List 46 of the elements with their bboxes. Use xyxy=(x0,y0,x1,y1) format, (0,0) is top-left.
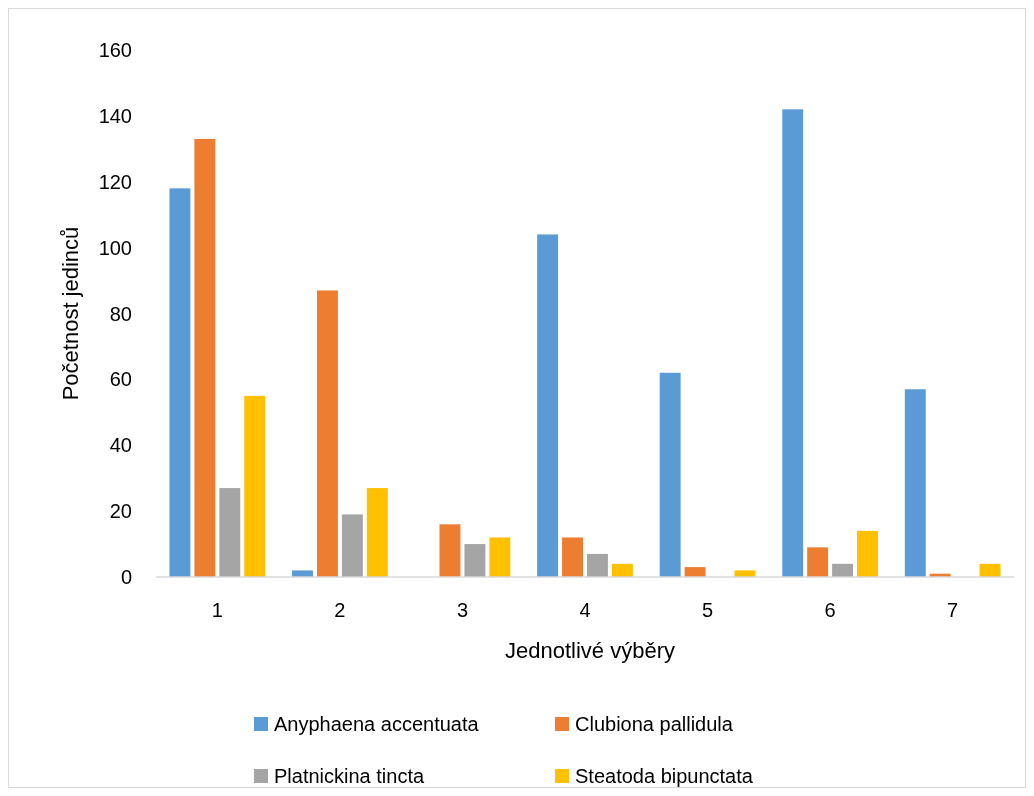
bar xyxy=(904,389,926,577)
y-tick-label: 40 xyxy=(109,434,132,457)
legend-label: Clubiona pallidula xyxy=(575,713,734,735)
x-tick-label: 4 xyxy=(579,599,591,621)
bar xyxy=(659,372,681,577)
legend-label: Anyphaena accentuata xyxy=(274,713,480,735)
bar xyxy=(857,530,878,577)
bar xyxy=(611,563,633,577)
x-tick-label: 3 xyxy=(456,599,469,621)
y-tick-label: 100 xyxy=(98,236,132,259)
bar xyxy=(244,395,266,577)
x-tick-label: 1 xyxy=(211,599,223,621)
bar xyxy=(292,570,313,577)
bar xyxy=(341,514,363,577)
x-tick-label: 5 xyxy=(701,599,714,621)
bar xyxy=(489,537,511,577)
bar xyxy=(194,138,216,577)
x-tick-label: 7 xyxy=(947,599,959,621)
x-tick-label: 2 xyxy=(334,599,346,621)
legend-label: Platnickina tincta xyxy=(274,765,425,787)
bar xyxy=(366,488,388,577)
y-tick-label: 60 xyxy=(109,368,132,391)
bar xyxy=(562,537,583,577)
bar xyxy=(169,188,191,577)
bar xyxy=(807,547,829,577)
x-axis-title: Jednotlivé výběry xyxy=(505,637,675,663)
bar xyxy=(782,109,804,577)
bar xyxy=(537,234,559,577)
y-tick-label: 160 xyxy=(98,39,132,61)
bar xyxy=(316,290,338,577)
bar xyxy=(734,570,756,577)
y-tick-label: 0 xyxy=(120,566,132,588)
x-tick-label: 6 xyxy=(824,599,836,621)
bar xyxy=(979,563,1001,577)
y-tick-label: 20 xyxy=(109,500,132,523)
bar xyxy=(832,563,854,577)
legend-label: Steatoda bipunctata xyxy=(575,765,754,787)
y-tick-label: 80 xyxy=(109,302,132,325)
y-axis-title: Početnost jedinců xyxy=(57,226,83,401)
bar xyxy=(587,553,608,577)
bar xyxy=(439,524,461,577)
bar xyxy=(219,488,241,577)
y-tick-label: 120 xyxy=(98,170,132,193)
bar xyxy=(684,567,706,577)
y-tick-label: 140 xyxy=(98,104,132,127)
bar xyxy=(464,544,486,577)
